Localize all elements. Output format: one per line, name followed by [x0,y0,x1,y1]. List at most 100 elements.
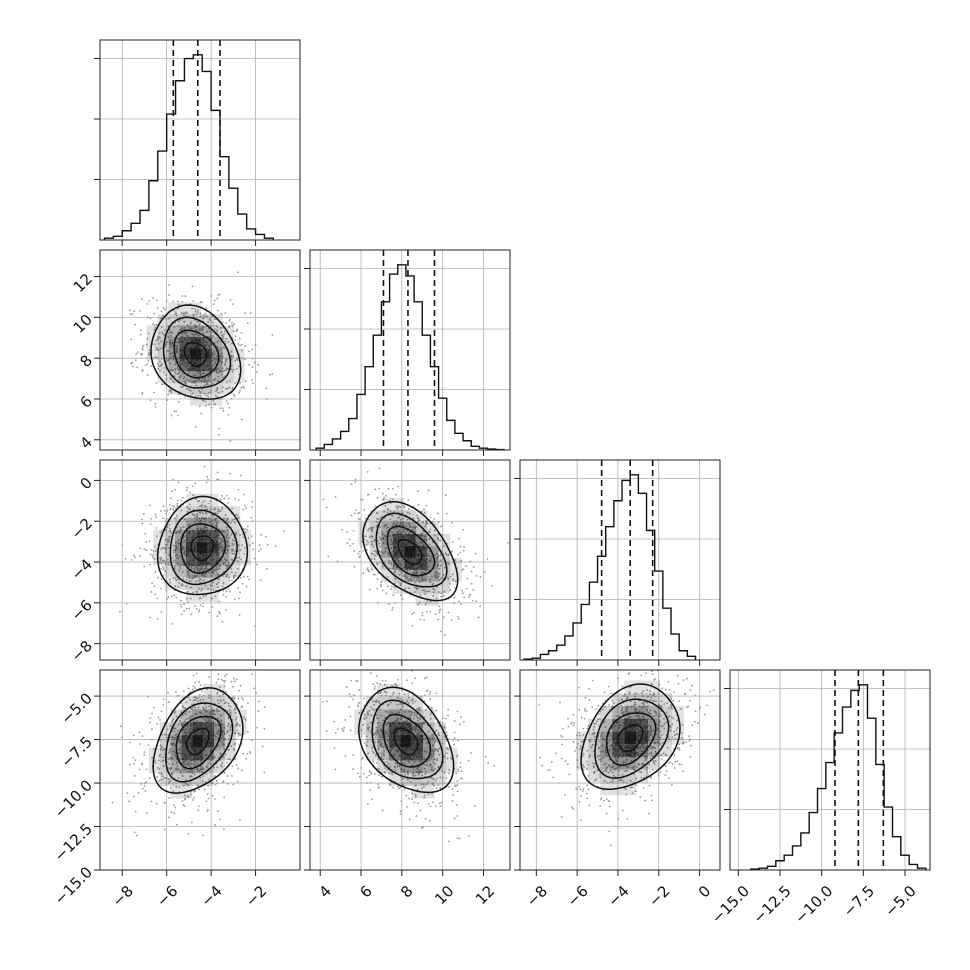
sample-point [422,521,424,524]
sample-point [151,756,154,759]
sample-point [215,526,218,528]
sample-point [161,760,163,763]
sample-point [238,391,241,394]
sample-point [395,506,398,509]
sample-point [402,705,404,708]
sample-point [378,768,380,770]
sample-point [232,577,235,580]
sample-point [453,720,456,722]
sample-point [213,352,215,355]
sample-point [432,752,435,755]
sample-point [352,698,354,701]
sample-point [188,763,190,766]
sample-point [189,793,192,796]
sample-point [448,772,451,775]
sample-point [475,600,478,603]
sample-point [182,312,185,315]
tick-label-y: 8 [77,351,96,370]
sample-point [177,300,179,303]
sample-point [145,549,148,552]
sample-point [197,805,200,807]
sample-point [160,610,163,613]
sample-point [143,751,146,753]
sample-point [161,383,164,386]
sample-point [381,736,384,739]
sample-point [369,706,372,709]
sample-point [378,786,381,788]
sample-point [175,545,177,547]
sample-point [187,717,190,720]
sample-point [210,707,213,710]
sample-point [379,708,381,711]
sample-point [185,779,187,781]
sample-point [374,488,377,491]
density-cell [369,521,382,534]
tick-label-x: 8 [397,882,416,901]
density-cell [233,371,245,383]
sample-point [188,575,190,577]
sample-point [444,633,446,636]
sample-point [163,510,166,512]
contour-3 [362,500,459,602]
sample-point [176,345,179,347]
sample-point [240,386,243,389]
sample-point [385,494,387,497]
sample-point [169,786,172,789]
sample-point [169,504,171,506]
sample-point [220,720,223,722]
sample-point [168,284,170,286]
sample-point [174,754,177,757]
sample-point [406,511,409,514]
density-cell [388,760,401,774]
sample-point [216,471,219,474]
density-cell [365,709,378,723]
sample-point [132,365,134,368]
sample-point [398,561,401,564]
sample-point [423,794,426,797]
sample-point [187,388,189,391]
sample-point [192,494,195,497]
sample-point [146,695,149,698]
sample-point [403,770,406,773]
sample-point [461,569,463,572]
sample-point [430,766,433,769]
sample-point [390,563,393,566]
sample-point [146,338,149,340]
sample-point [159,557,162,560]
sample-point [230,397,233,400]
sample-point [208,611,211,614]
sample-point [202,694,205,697]
sample-point [150,591,153,593]
sample-point [200,565,202,568]
sample-point [448,840,450,843]
sample-point [171,504,174,507]
sample-point [220,699,223,702]
sample-point [199,519,202,522]
sample-point [185,701,188,704]
density-cell [203,760,215,774]
sample-point [460,559,463,562]
sample-point [222,582,225,584]
density-cell [218,505,230,518]
sample-point [237,587,240,589]
sample-point [209,521,211,523]
sample-point [121,544,124,547]
density-cell [377,734,389,748]
sample-point [418,601,421,604]
sample-point [187,783,190,786]
sample-point [355,679,357,682]
sample-point [196,513,199,516]
sample-point [228,576,231,579]
sample-point [188,577,191,580]
sample-point [392,522,395,525]
sample-point [372,703,375,706]
sample-point [155,356,157,359]
sample-point [190,321,193,324]
sample-point [216,297,219,300]
sample-point [356,680,359,683]
sample-point [187,687,190,690]
sample-point [181,583,183,585]
sample-point [217,732,219,735]
sample-point [157,349,160,351]
sample-point [458,537,461,540]
